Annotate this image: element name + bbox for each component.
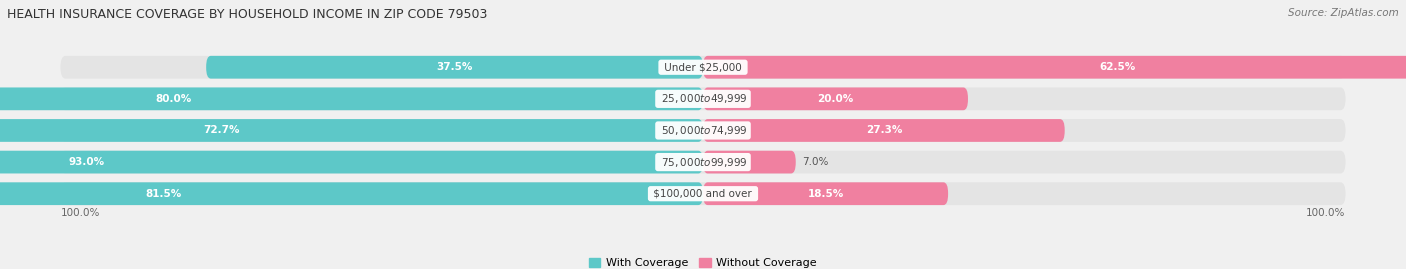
Text: 20.0%: 20.0% [817, 94, 853, 104]
Text: 93.0%: 93.0% [69, 157, 105, 167]
Text: 81.5%: 81.5% [145, 189, 181, 199]
Text: 18.5%: 18.5% [807, 189, 844, 199]
FancyBboxPatch shape [703, 87, 967, 110]
Text: 27.3%: 27.3% [866, 125, 903, 136]
FancyBboxPatch shape [60, 87, 1346, 110]
Text: 100.0%: 100.0% [1306, 208, 1346, 218]
FancyBboxPatch shape [703, 151, 796, 174]
FancyBboxPatch shape [207, 56, 703, 79]
FancyBboxPatch shape [0, 119, 703, 142]
Text: $100,000 and over: $100,000 and over [651, 189, 755, 199]
FancyBboxPatch shape [0, 151, 703, 174]
FancyBboxPatch shape [60, 151, 1346, 174]
Text: 80.0%: 80.0% [155, 94, 191, 104]
FancyBboxPatch shape [60, 119, 1346, 142]
FancyBboxPatch shape [703, 119, 1064, 142]
Text: 72.7%: 72.7% [202, 125, 239, 136]
FancyBboxPatch shape [703, 56, 1406, 79]
Text: 62.5%: 62.5% [1099, 62, 1135, 72]
FancyBboxPatch shape [0, 87, 703, 110]
FancyBboxPatch shape [0, 182, 703, 205]
FancyBboxPatch shape [60, 182, 1346, 205]
Legend: With Coverage, Without Coverage: With Coverage, Without Coverage [585, 253, 821, 269]
Text: 37.5%: 37.5% [436, 62, 472, 72]
FancyBboxPatch shape [60, 56, 1346, 79]
Text: $50,000 to $74,999: $50,000 to $74,999 [658, 124, 748, 137]
Text: HEALTH INSURANCE COVERAGE BY HOUSEHOLD INCOME IN ZIP CODE 79503: HEALTH INSURANCE COVERAGE BY HOUSEHOLD I… [7, 8, 488, 21]
Text: $25,000 to $49,999: $25,000 to $49,999 [658, 92, 748, 105]
Text: $75,000 to $99,999: $75,000 to $99,999 [658, 155, 748, 169]
FancyBboxPatch shape [703, 182, 948, 205]
Text: Source: ZipAtlas.com: Source: ZipAtlas.com [1288, 8, 1399, 18]
Text: Under $25,000: Under $25,000 [661, 62, 745, 72]
Text: 100.0%: 100.0% [60, 208, 100, 218]
Text: 7.0%: 7.0% [803, 157, 828, 167]
